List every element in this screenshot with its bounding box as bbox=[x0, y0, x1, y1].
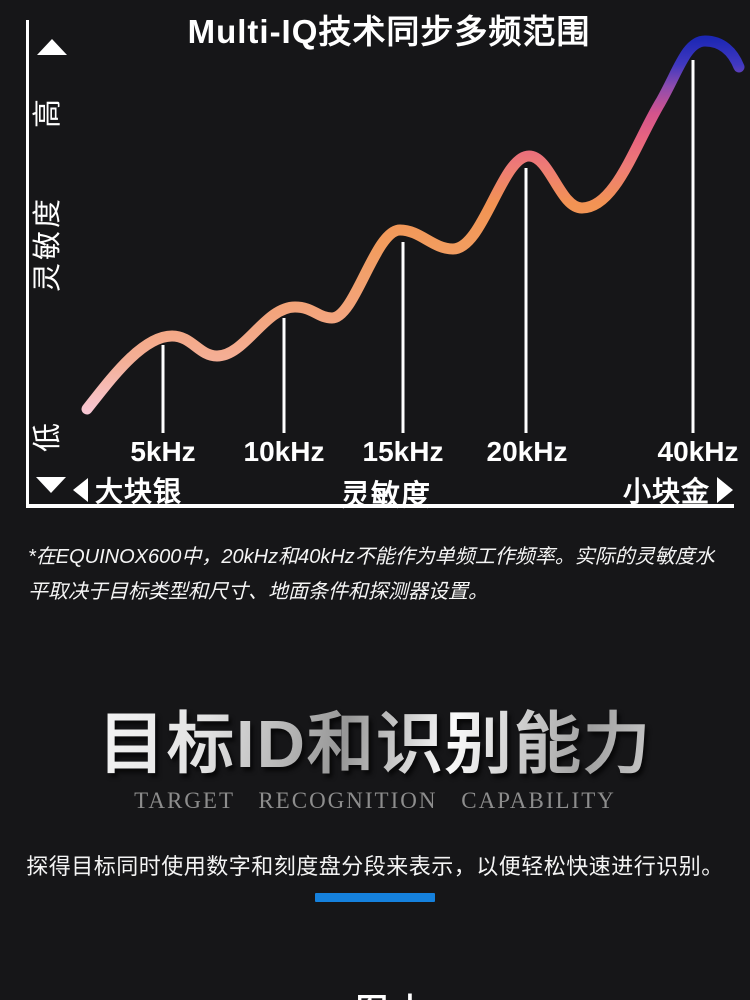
x-axis-right-group: 小块金 bbox=[623, 475, 733, 507]
multi-iq-frequency-curve bbox=[81, 35, 745, 433]
x-axis-right-label: 小块金 bbox=[622, 476, 710, 507]
section-subtitle-en: TARGET RECOGNITION CAPABILITY bbox=[134, 788, 616, 813]
x-axis-left-label: 大块银 bbox=[95, 476, 183, 507]
tick-label-40khz: 40kHz bbox=[657, 436, 739, 467]
next-section-clipped-fragment: ▲图十 bbox=[0, 991, 750, 1000]
x-axis-title: 灵敏度 bbox=[340, 480, 432, 512]
tick-label-20khz: 20kHz bbox=[486, 436, 568, 467]
tick-label-5khz: 5kHz bbox=[130, 436, 196, 467]
y-axis-up-arrow-icon bbox=[37, 39, 67, 55]
left-arrow-icon bbox=[73, 478, 88, 502]
sensitivity-curve bbox=[81, 35, 745, 415]
x-axis-line bbox=[26, 504, 734, 508]
blue-divider bbox=[315, 893, 435, 902]
frequency-tick-lines bbox=[161, 60, 695, 433]
section-title: 目标ID和识别能力 bbox=[0, 690, 750, 787]
section-description: 探得目标同时使用数字和刻度盘分段来表示，以便轻松快速进行识别。 bbox=[26, 854, 724, 879]
y-axis-down-arrow-icon bbox=[36, 477, 66, 493]
tick-label-10khz: 10kHz bbox=[243, 436, 325, 467]
x-axis-left-group: 大块银 bbox=[73, 475, 182, 507]
right-arrow-icon bbox=[717, 477, 733, 503]
chart-title: Multi-IQ技术同步多频范围 bbox=[187, 13, 591, 50]
y-axis-line bbox=[26, 20, 29, 508]
tick-label-15khz: 15kHz bbox=[362, 436, 444, 467]
chart-footnote: *在EQUINOX600中，20kHz和40kHz不能作为单频工作频率。实际的灵… bbox=[28, 546, 715, 603]
clipped-text: ▲图十 bbox=[318, 991, 432, 1000]
